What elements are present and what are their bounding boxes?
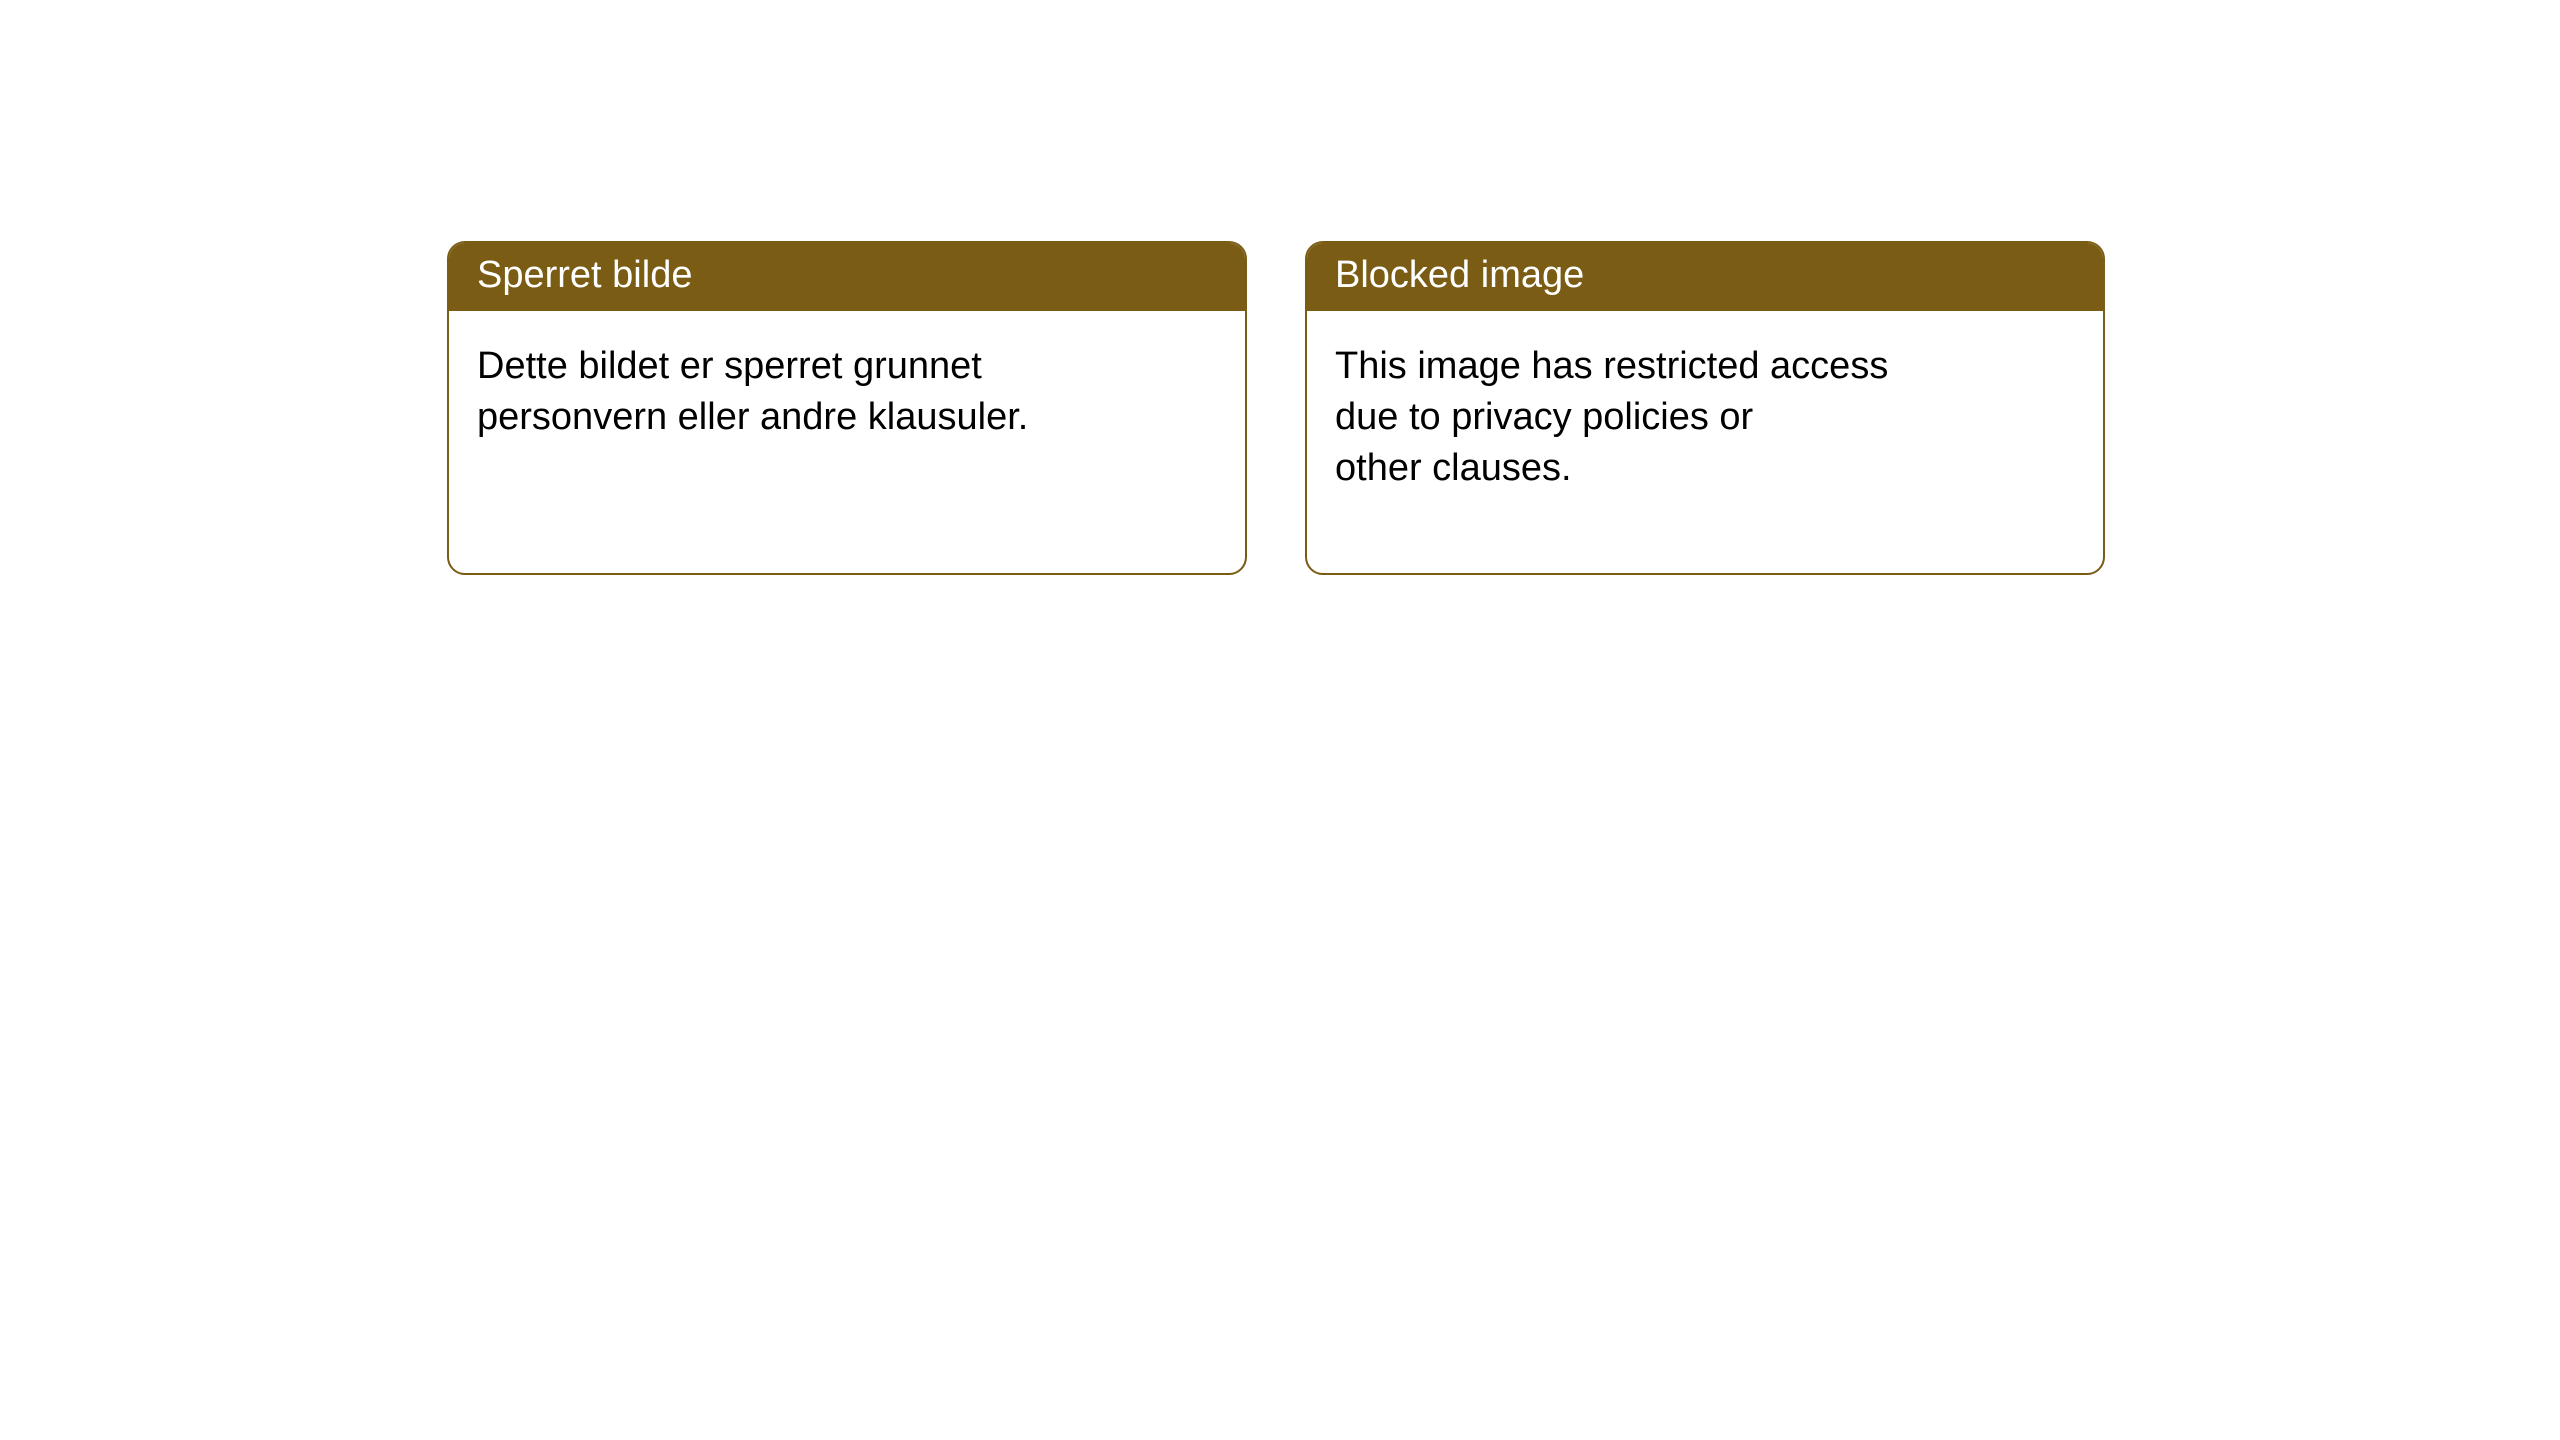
card-header: Blocked image <box>1307 243 2103 311</box>
blocked-image-card-en: Blocked image This image has restricted … <box>1305 241 2105 575</box>
card-header: Sperret bilde <box>449 243 1245 311</box>
card-body: Dette bildet er sperret grunnet personve… <box>449 311 1245 474</box>
card-body: This image has restricted access due to … <box>1307 311 2103 525</box>
blocked-image-card-no: Sperret bilde Dette bildet er sperret gr… <box>447 241 1247 575</box>
card-container: Sperret bilde Dette bildet er sperret gr… <box>0 0 2560 575</box>
